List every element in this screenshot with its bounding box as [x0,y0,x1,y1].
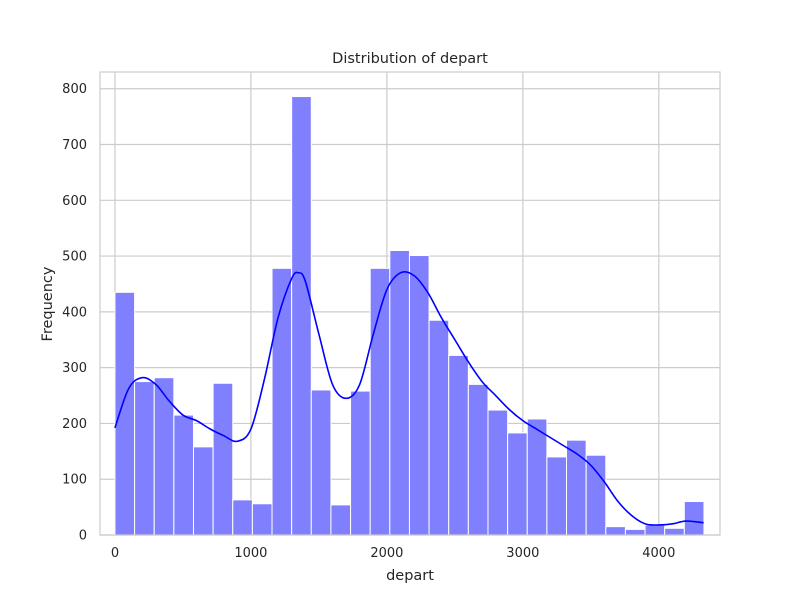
y-tick-label: 400 [62,305,87,320]
histogram-bar [467,383,489,536]
x-tick-label: 2000 [370,546,403,561]
histogram-bar [310,389,332,536]
histogram-bar [683,501,705,536]
histogram-bar [134,381,155,536]
y-axis-label: Frequency [40,266,56,341]
y-tick-label: 500 [62,250,87,265]
x-tick-label: 4000 [642,546,675,561]
histogram-bar [408,255,430,536]
kde-curve [114,271,704,526]
histogram-bar [605,526,626,536]
histogram-bar [664,527,685,536]
histogram-bar [251,503,273,536]
x-tick-labels: 0 1000 2000 3000 4000 [111,546,676,561]
histogram-bar [428,319,450,536]
y-tick-label: 800 [62,82,87,97]
y-tick-labels: 0 100 200 300 400 500 600 700 800 [62,82,87,543]
y-tick-label: 100 [62,473,87,488]
histogram-bar [232,499,253,536]
histogram-bar [585,454,607,536]
histogram-bar [291,96,312,536]
histogram-bar [192,446,214,536]
x-tick-label: 3000 [506,546,539,561]
histogram-bar [389,250,410,536]
histogram-bar [546,456,568,536]
x-tick-label: 1000 [234,546,267,561]
histogram-bar [526,418,548,536]
y-tick-label: 200 [62,417,87,432]
chart-title: Distribution of depart [332,51,488,67]
histogram-bar [173,414,194,536]
histogram-bar [487,409,509,536]
histogram-bar [448,354,469,536]
y-tick-label: 0 [79,529,87,544]
y-tick-label: 600 [62,194,87,209]
y-tick-label: 700 [62,138,87,153]
histogram-bar [644,524,666,536]
histogram-bar [507,432,528,536]
histogram-bar [153,377,175,536]
x-tick-label: 0 [111,546,119,561]
y-tick-label: 300 [62,361,87,376]
plot-frame [99,71,721,536]
histogram-bar [114,291,136,536]
histogram-bar [212,382,234,536]
histogram-bar [350,390,371,536]
x-axis-label: depart [386,568,434,584]
histogram-bar [271,267,293,536]
histogram-bar [624,528,646,536]
histogram-bar [330,504,352,536]
